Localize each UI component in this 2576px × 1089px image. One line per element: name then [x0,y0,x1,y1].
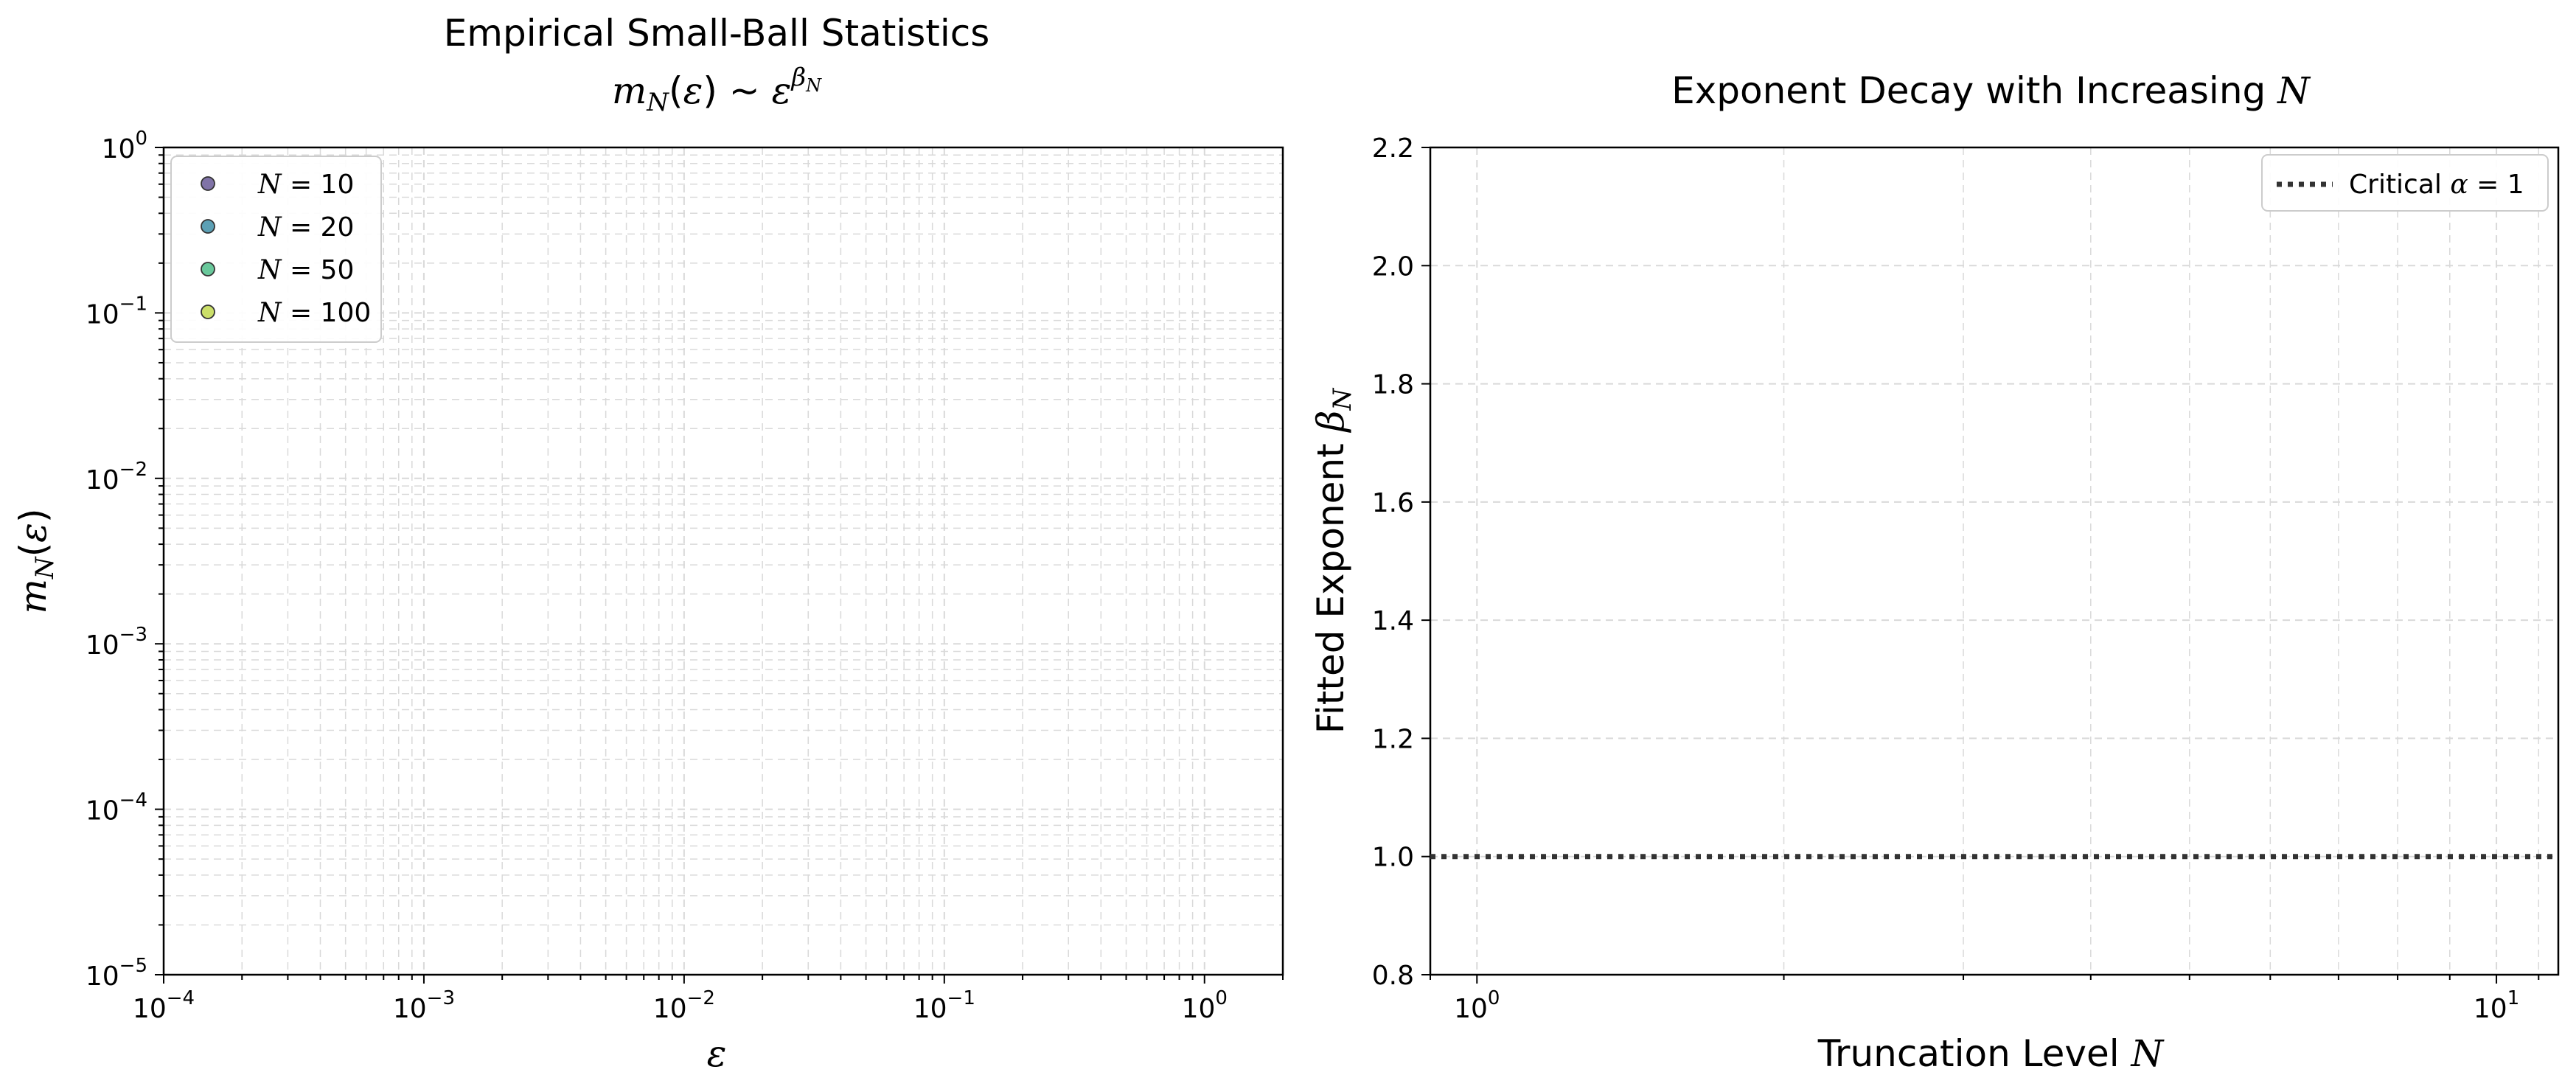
left-legend-box [170,156,382,343]
left-x-tick-label: 10−2 [653,987,715,1024]
legend-marker-n10 [201,176,215,191]
right-panel: Exponent Decay with Increasing N 0.8 1.0 1… [1309,69,2560,1075]
legend-marker-n20 [201,219,215,234]
left-y-tick-label: 10−2 [86,459,147,495]
right-legend-label: Critical α = 1 [2349,170,2524,200]
left-ticks: 10−4 10−3 10−2 10−1 10010−510−410−310−210−11… [86,128,1284,1024]
right-y-tick-label: 1.8 [1372,370,1414,400]
left-legend: N = 10 N = 20 N = 50 N = 100 [170,156,382,343]
right-y-tick-label: 1.2 [1372,724,1414,754]
legend-marker-n50 [201,262,215,276]
right-y-tick-label: 1.6 [1372,488,1414,518]
left-title: Empirical Small-Ball Statistics [444,12,990,55]
left-y-tick-label: 100 [102,128,147,164]
right-x-tick-label: 100 [1454,987,1500,1024]
right-x-tick-label: 101 [2474,987,2519,1024]
left-y-tick-label: 10−1 [86,293,147,330]
legend-label-n50: N = 50 [257,255,354,285]
right-legend: Critical α = 1 [2261,154,2549,212]
legend-label-n100: N = 100 [257,298,371,328]
right-y-axis-label: Fitted Exponent βN [1309,388,1357,734]
legend-marker-n100 [201,305,215,319]
right-y-tick-label: 2.2 [1372,133,1414,164]
legend-label-n10: N = 10 [257,170,354,200]
left-x-tick-label: 10−1 [913,987,975,1024]
right-y-tick-label: 1.4 [1372,606,1414,636]
left-panel: Empirical Small-Ball Statistics mN(ε) ~ … [12,12,1284,1075]
right-ticks: 0.8 1.0 1.2 1.4 1.6 1.8 2.0 2.2 100 101 [1372,133,2540,1024]
left-x-axis-label: ε [707,1032,727,1075]
left-y-tick-label: 10−5 [86,955,147,992]
right-y-tick-label: 0.8 [1372,961,1414,991]
left-title-math: mN(ε) ~ εβN [612,63,822,117]
right-legend-box [2261,154,2549,212]
right-x-axis-label: Truncation Level N [1817,1032,2165,1075]
left-y-tick-label: 10−4 [86,790,147,827]
left-y-axis-label: mN(ε) [12,508,60,613]
left-x-tick-label: 10−4 [133,987,195,1024]
right-y-tick-label: 2.0 [1372,251,1414,282]
right-grid [1430,147,2558,975]
left-plot-frame [162,146,1284,976]
right-plot-frame [1429,146,2560,976]
right-y-tick-label: 1.0 [1372,843,1414,873]
right-title: Exponent Decay with Increasing N [1671,69,2311,112]
left-x-tick-label: 10−3 [393,987,455,1024]
left-x-tick-label: 100 [1182,987,1228,1024]
left-y-tick-label: 10−3 [86,624,147,661]
legend-label-n20: N = 20 [257,212,354,243]
